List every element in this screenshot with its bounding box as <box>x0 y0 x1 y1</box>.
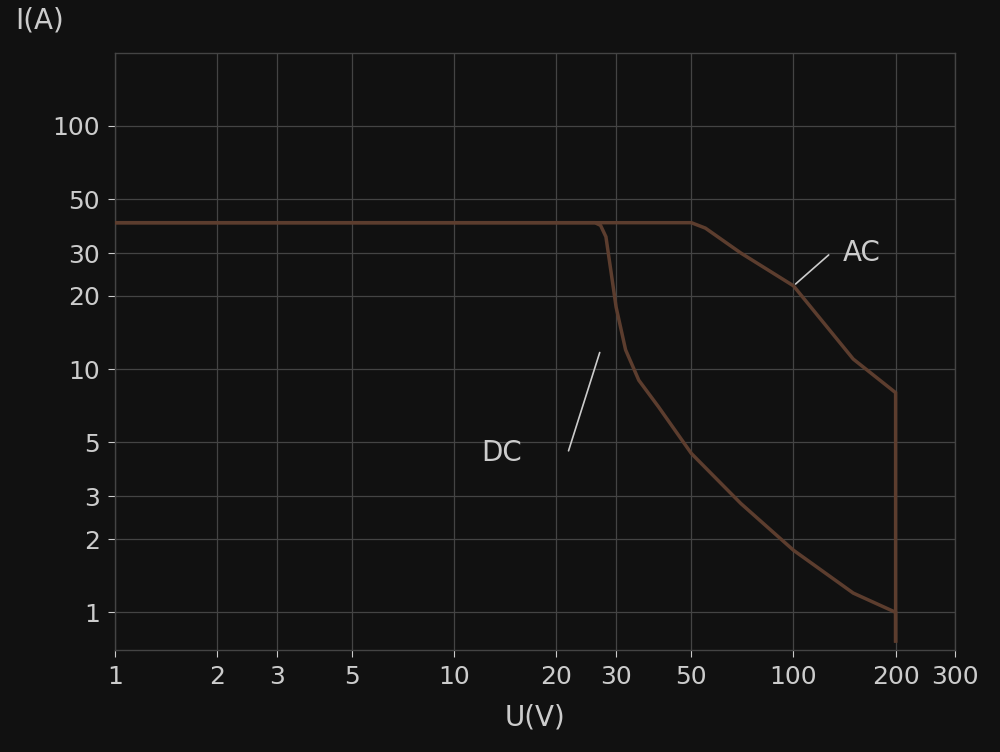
Text: DC: DC <box>481 439 522 468</box>
X-axis label: U(V): U(V) <box>505 703 566 731</box>
Text: AC: AC <box>843 239 881 267</box>
Y-axis label: I(A): I(A) <box>15 7 64 35</box>
